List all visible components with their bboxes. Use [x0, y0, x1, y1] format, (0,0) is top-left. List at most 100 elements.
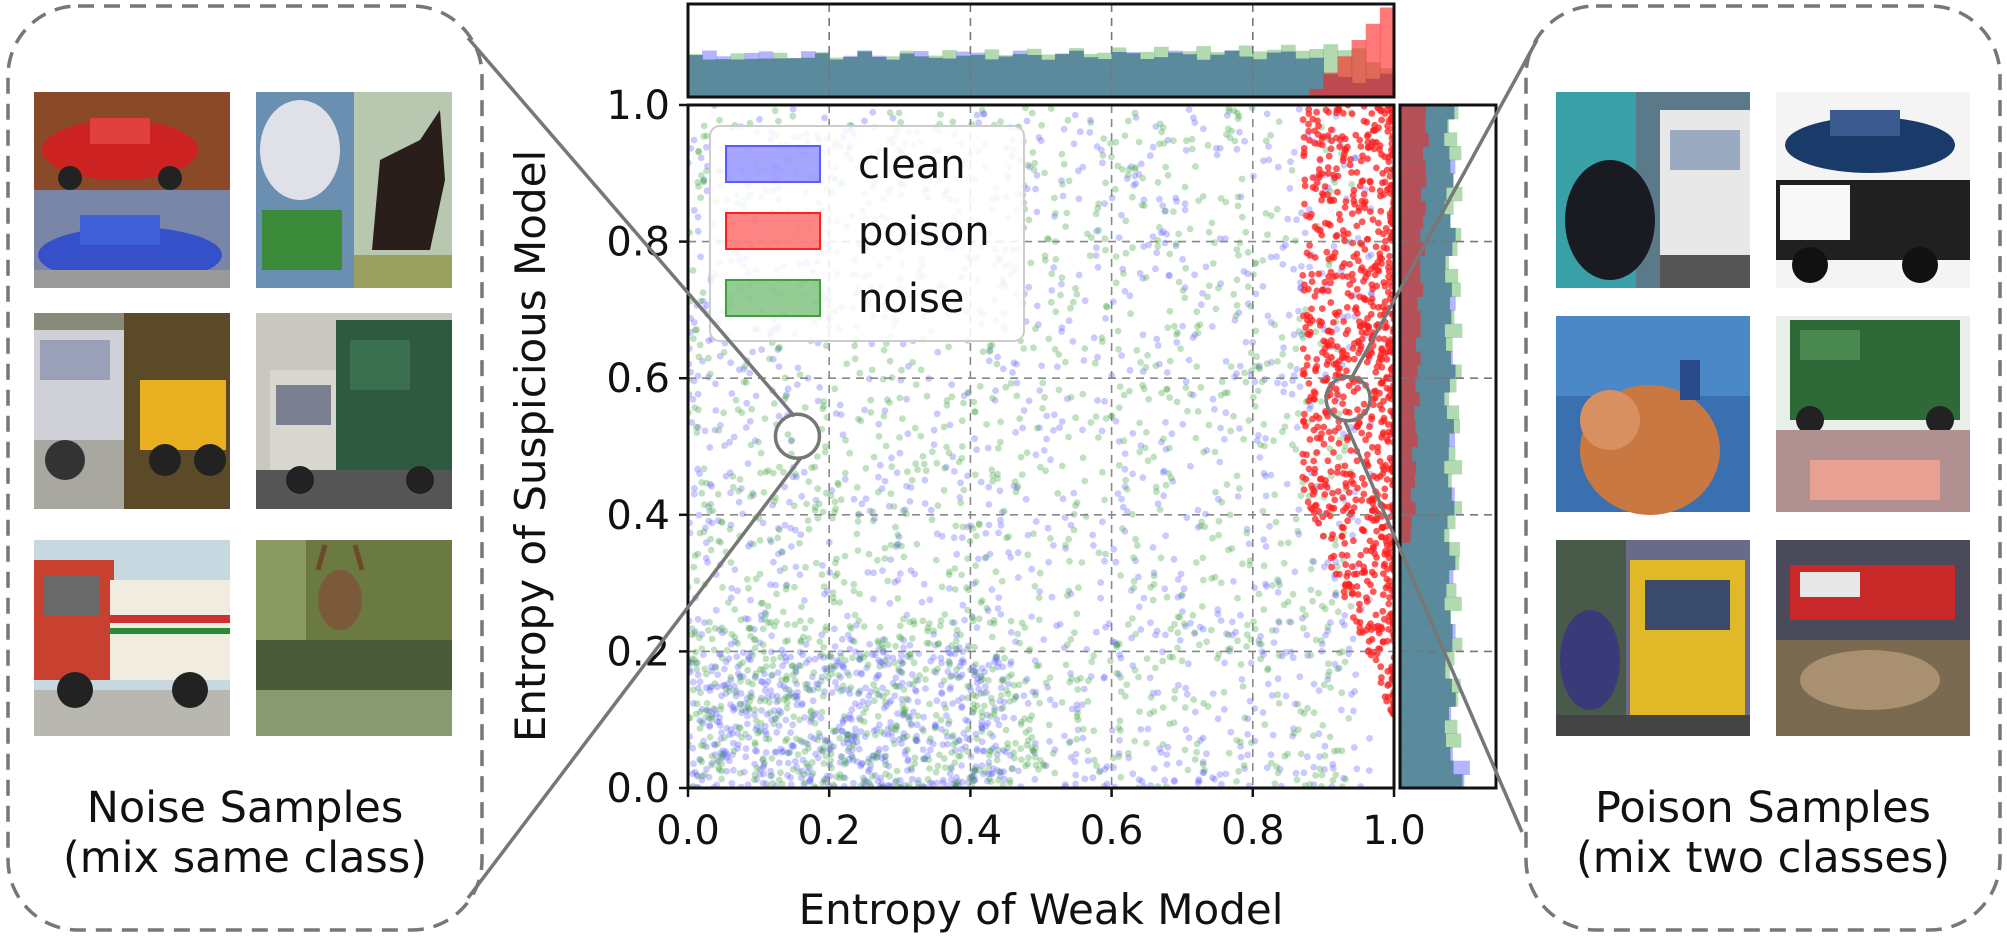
- top-hist-bar-overlap: [899, 53, 915, 97]
- scatter-point-noise: [1024, 551, 1032, 559]
- scatter-point-poison: [1355, 257, 1362, 265]
- scatter-point-noise: [709, 507, 717, 515]
- scatter-point-noise: [1181, 746, 1189, 754]
- scatter-point-noise: [822, 775, 830, 783]
- scatter-point-noise: [1231, 137, 1239, 145]
- scatter-point-noise: [797, 637, 805, 644]
- scatter-point-noise: [691, 656, 698, 664]
- scatter-point-noise: [783, 699, 791, 706]
- scatter-point-poison: [1327, 353, 1335, 361]
- scatter-point-clean: [756, 116, 763, 123]
- scatter-point-poison: [1360, 277, 1367, 285]
- scatter-point-noise: [1132, 630, 1140, 638]
- scatter-point-noise: [1306, 780, 1313, 788]
- scatter-point-noise: [1028, 744, 1036, 752]
- scatter-point-clean: [970, 663, 977, 671]
- scatter-point-clean: [1182, 623, 1189, 630]
- scatter-point-noise: [957, 752, 964, 760]
- right-hist-bar-poison: [1400, 173, 1427, 188]
- scatter-point-noise: [1005, 690, 1012, 698]
- scatter-point-noise: [746, 692, 754, 700]
- scatter-point-clean: [1000, 713, 1008, 721]
- scatter-point-noise: [1062, 358, 1069, 366]
- scatter-point-noise: [1041, 393, 1048, 401]
- scatter-point-noise: [924, 627, 931, 635]
- scatter-point-noise: [771, 622, 778, 630]
- scatter-point-noise: [1014, 630, 1022, 638]
- scatter-point-clean: [1032, 185, 1039, 193]
- scatter-point-noise: [887, 724, 895, 732]
- scatter-point-noise: [814, 514, 822, 522]
- scatter-point-noise: [835, 672, 842, 679]
- scatter-point-clean: [711, 706, 719, 714]
- scatter-point-poison: [1353, 250, 1361, 258]
- scatter-point-clean: [768, 671, 776, 679]
- scatter-point-clean: [1292, 769, 1300, 777]
- scatter-point-clean: [1135, 170, 1143, 178]
- scatter-point-clean: [1132, 114, 1140, 121]
- scatter-point-clean: [873, 754, 881, 762]
- scatter-point-noise: [850, 638, 858, 645]
- scatter-point-clean: [913, 737, 921, 745]
- scatter-point-clean: [1115, 670, 1123, 678]
- scatter-point-clean: [786, 748, 794, 756]
- scatter-point-noise: [1250, 393, 1257, 401]
- scatter-point-clean: [1129, 429, 1137, 437]
- scatter-point-noise: [715, 766, 723, 774]
- scatter-point-poison: [1368, 415, 1375, 423]
- scatter-point-clean: [919, 746, 927, 753]
- scatter-point-poison: [1385, 600, 1393, 608]
- scatter-point-noise: [1000, 677, 1007, 685]
- scatter-point-poison: [1336, 143, 1343, 151]
- scatter-point-clean: [1180, 585, 1188, 593]
- scatter-point-noise: [696, 725, 704, 732]
- scatter-point-noise: [856, 590, 863, 598]
- scatter-point-clean: [950, 468, 958, 475]
- scatter-point-clean: [1260, 157, 1267, 165]
- scatter-point-clean: [948, 733, 956, 741]
- scatter-point-clean: [993, 716, 1001, 723]
- scatter-point-clean: [789, 742, 796, 749]
- scatter-point-clean: [1159, 228, 1167, 236]
- scatter-point-clean: [844, 612, 851, 620]
- scatter-point-clean: [875, 473, 882, 481]
- scatter-point-noise: [710, 705, 717, 712]
- scatter-point-poison: [1306, 241, 1313, 249]
- scatter-point-noise: [805, 744, 812, 752]
- scatter-point-clean: [1263, 764, 1271, 771]
- scatter-point-noise: [1140, 385, 1148, 393]
- scatter-point-poison: [1362, 547, 1370, 554]
- scatter-point-noise: [1120, 391, 1128, 399]
- scatter-point-clean: [993, 767, 1001, 774]
- scatter-point-clean: [1087, 116, 1094, 124]
- scatter-point-clean: [939, 776, 947, 784]
- scatter-point-noise: [853, 484, 861, 491]
- scatter-point-clean: [839, 431, 847, 439]
- scatter-point-clean: [956, 662, 964, 670]
- scatter-point-clean: [697, 154, 705, 162]
- scatter-point-clean: [1191, 271, 1198, 279]
- scatter-point-noise: [1234, 637, 1241, 645]
- scatter-point-noise: [874, 753, 881, 761]
- scatter-point-poison: [1383, 355, 1391, 363]
- scatter-point-noise: [1005, 673, 1013, 680]
- scatter-point-noise: [1073, 736, 1081, 743]
- scatter-point-noise: [1275, 618, 1283, 625]
- scatter-point-noise: [751, 644, 759, 652]
- scatter-point-clean: [868, 340, 876, 348]
- scatter-point-noise: [1239, 560, 1246, 568]
- scatter-point-clean: [1240, 268, 1248, 275]
- scatter-point-poison: [1338, 133, 1346, 140]
- scatter-point-noise: [1258, 640, 1265, 648]
- scatter-point-clean: [985, 521, 993, 529]
- scatter-point-noise: [994, 470, 1001, 478]
- scatter-point-clean: [764, 677, 772, 685]
- scatter-point-noise: [789, 112, 797, 120]
- scatter-point-noise: [821, 448, 829, 456]
- scatter-point-noise: [827, 663, 834, 670]
- scatter-point-noise: [1240, 762, 1248, 769]
- scatter-point-noise: [775, 344, 782, 352]
- scatter-point-noise: [778, 676, 786, 684]
- scatter-point-clean: [1293, 216, 1300, 224]
- scatter-point-noise: [1020, 345, 1028, 352]
